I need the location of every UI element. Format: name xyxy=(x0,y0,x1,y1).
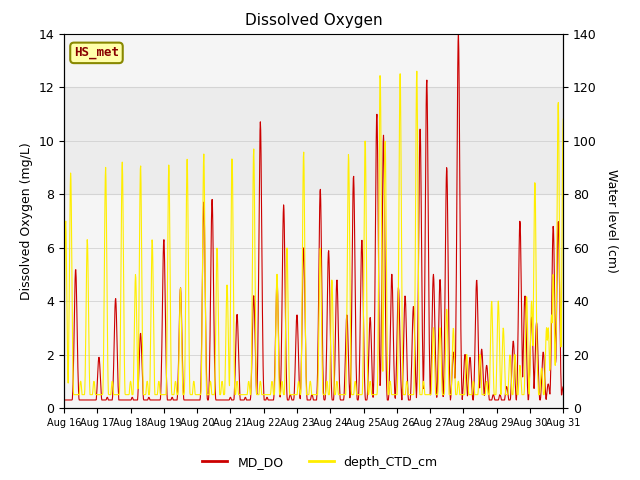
depth_CTD_cm xyxy=(60,336,68,342)
Y-axis label: Dissolved Oxygen (mg/L): Dissolved Oxygen (mg/L) xyxy=(20,142,33,300)
MD_DO xyxy=(559,384,567,389)
depth_CTD_cm xyxy=(172,379,179,384)
Title: Dissolved Oxygen: Dissolved Oxygen xyxy=(244,13,383,28)
depth_CTD_cm xyxy=(227,212,235,218)
Bar xyxy=(64,87,563,194)
MD_DO xyxy=(454,31,462,37)
depth_CTD_cm xyxy=(559,116,567,122)
MD_DO xyxy=(60,397,68,403)
Text: HS_met: HS_met xyxy=(74,47,119,60)
depth_CTD_cm xyxy=(391,392,399,397)
MD_DO xyxy=(227,395,235,401)
depth_CTD_cm xyxy=(159,392,167,397)
Legend: MD_DO, depth_CTD_cm: MD_DO, depth_CTD_cm xyxy=(197,451,443,474)
MD_DO xyxy=(159,272,166,278)
depth_CTD_cm xyxy=(413,68,420,74)
MD_DO xyxy=(391,386,399,392)
depth_CTD_cm xyxy=(70,392,77,397)
depth_CTD_cm xyxy=(457,392,465,397)
Line: MD_DO: MD_DO xyxy=(64,34,563,400)
MD_DO xyxy=(500,397,508,403)
Line: depth_CTD_cm: depth_CTD_cm xyxy=(64,71,563,395)
depth_CTD_cm xyxy=(500,360,508,366)
MD_DO xyxy=(171,397,179,403)
Y-axis label: Water level (cm): Water level (cm) xyxy=(605,169,618,273)
MD_DO xyxy=(456,239,464,245)
